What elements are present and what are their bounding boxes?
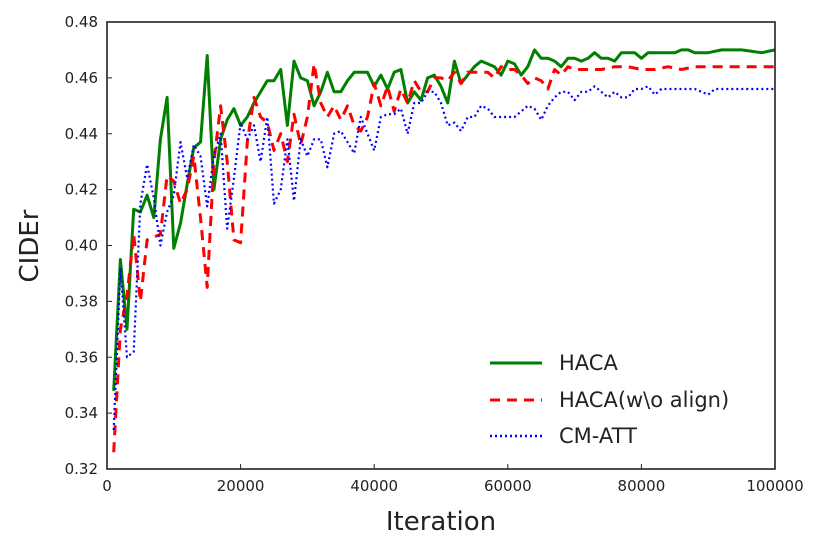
x-axis-title: Iteration (386, 507, 496, 537)
plot-background (107, 22, 775, 469)
legend-label-haca: HACA (559, 351, 618, 375)
y-tick-label: 0.44 (65, 125, 98, 143)
y-axis-ticks: 0.32 0.34 0.36 0.38 0.40 0.42 0.44 0.46 0.48 (65, 13, 112, 478)
x-tick-label: 80000 (618, 477, 666, 495)
y-tick-label: 0.34 (65, 404, 98, 422)
x-tick-label: 60000 (484, 477, 532, 495)
y-tick-label: 0.36 (65, 348, 98, 366)
legend-label-haca-no-align: HACA(w\o align) (559, 388, 729, 412)
legend: HACA HACA(w\o align) CM-ATT (490, 351, 729, 448)
series-line-cm-att (112, 85, 775, 430)
series-line-haca (112, 48, 776, 391)
y-tick-label: 0.38 (65, 292, 98, 310)
series-line-haca-w-o-align (112, 62, 775, 453)
x-tick-label: 40000 (350, 477, 398, 495)
y-axis-title: CIDEr (15, 209, 45, 282)
legend-label-cm-att: CM-ATT (559, 424, 637, 448)
y-tick-label: 0.48 (65, 13, 98, 31)
series-layer (112, 48, 776, 453)
x-tick-label: 0 (102, 477, 112, 495)
x-axis-ticks: 0 20000 40000 60000 80000 100000 (102, 464, 804, 495)
y-tick-label: 0.40 (65, 237, 98, 255)
y-tick-label: 0.42 (65, 181, 98, 199)
y-tick-label: 0.46 (65, 69, 98, 87)
x-tick-label: 100000 (746, 477, 803, 495)
y-tick-label: 0.32 (65, 460, 98, 478)
x-tick-label: 20000 (217, 477, 265, 495)
